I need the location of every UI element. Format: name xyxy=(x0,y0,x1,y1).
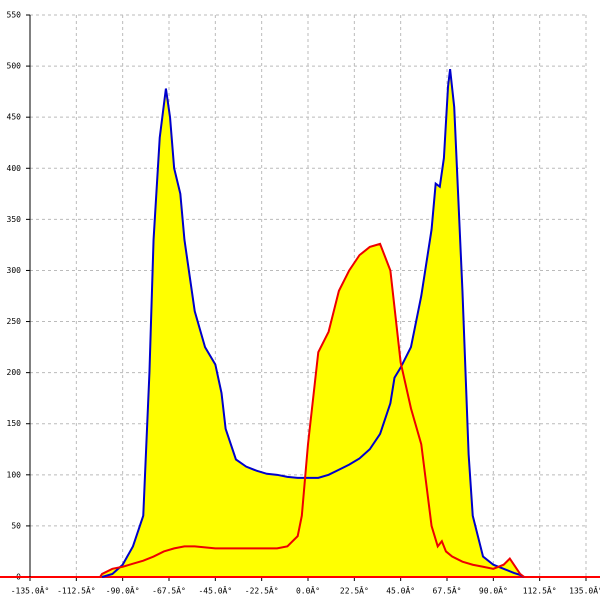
x-tick-label: -45.0Â° xyxy=(198,585,232,596)
y-tick-label: 350 xyxy=(7,215,22,224)
x-tick-label: -22.5Â° xyxy=(245,585,279,596)
y-tick-label: 100 xyxy=(7,470,22,479)
x-tick-label: 90.0Â° xyxy=(479,585,508,596)
line xyxy=(99,242,525,578)
line xyxy=(101,69,525,578)
y-tick-label: 550 xyxy=(7,11,22,20)
x-tick-label: -67.5Â° xyxy=(152,585,186,596)
y-tick-label: 200 xyxy=(7,368,22,377)
y-tick-label: 250 xyxy=(7,317,22,326)
y-tick-label: 450 xyxy=(7,113,22,122)
y-tick-label: 400 xyxy=(7,164,22,173)
x-tick-label: -135.0Â° xyxy=(11,585,50,596)
x-tick-label: 67.5Â° xyxy=(433,585,462,596)
x-tick-label: 22.5Â° xyxy=(340,585,369,596)
y-tick-label: 500 xyxy=(7,62,22,71)
y-tick-label: 300 xyxy=(7,266,22,275)
y-tick-label: 50 xyxy=(11,521,21,530)
x-tick-label: 135.0Â° xyxy=(569,585,600,596)
x-tick-label: -112.5Â° xyxy=(57,585,96,596)
x-tick-label: 45.0Â° xyxy=(386,585,415,596)
x-tick-label: -90.0Â° xyxy=(106,585,140,596)
x-tick-label: 112.5Â° xyxy=(523,585,557,596)
x-tick-label: 0.0Â° xyxy=(296,585,320,596)
y-tick-label: 150 xyxy=(7,419,22,428)
